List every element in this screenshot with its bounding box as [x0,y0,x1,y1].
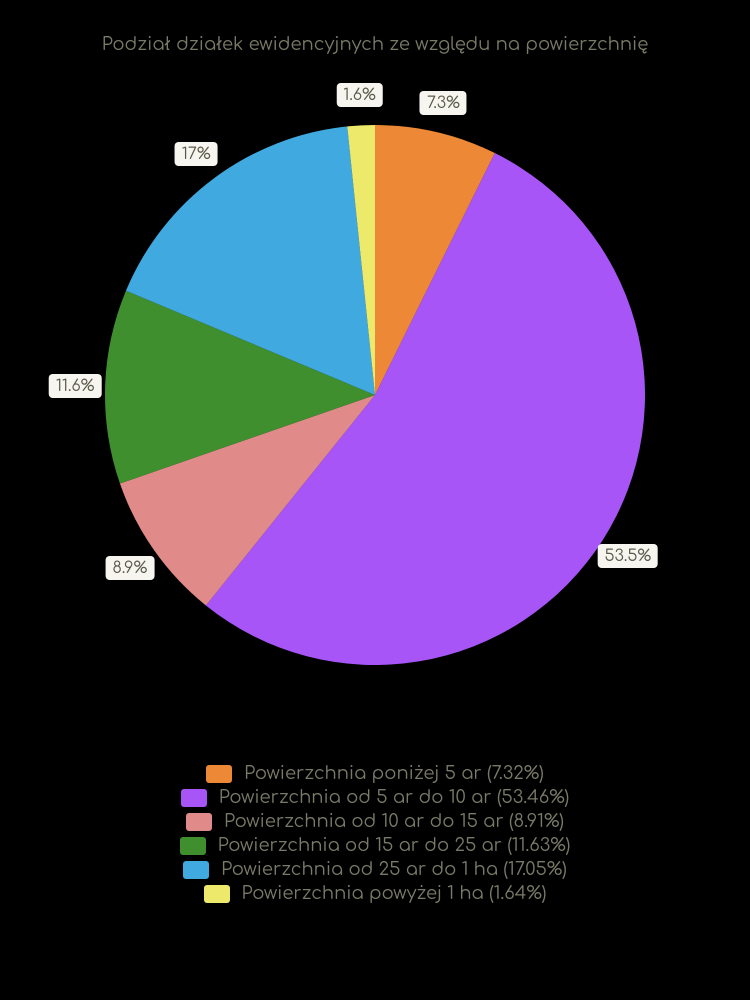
legend-item: Powierzchnia od 15 ar do 25 ar (11.63%) [75,836,675,856]
legend: Powierzchnia poniżej 5 ar (7.32%) Powierz… [75,760,675,908]
pie-svg [95,115,655,675]
legend-swatch [186,813,212,831]
legend-swatch [206,765,232,783]
legend-item: Powierzchnia od 25 ar do 1 ha (17.05%) [75,860,675,880]
legend-item: Powierzchnia powyżej 1 ha (1.64%) [75,884,675,904]
legend-label: Powierzchnia od 15 ar do 25 ar (11.63%) [218,836,571,856]
legend-swatch [183,861,209,879]
slice-label: 53.5% [598,544,659,568]
legend-label: Powierzchnia od 25 ar do 1 ha (17.05%) [221,860,567,880]
legend-item: Powierzchnia od 5 ar do 10 ar (53.46%) [75,788,675,808]
legend-item: Powierzchnia od 10 ar do 15 ar (8.91%) [75,812,675,832]
slice-label: 8.9% [105,556,154,580]
slice-label: 11.6% [49,374,102,398]
legend-label: Powierzchnia powyżej 1 ha (1.64%) [242,884,547,904]
legend-label: Powierzchnia od 5 ar do 10 ar (53.46%) [219,788,570,808]
pie-chart: 7.3% 53.5% 8.9% 11.6% 17% 1.6% [0,55,750,735]
slice-label: 7.3% [420,91,467,115]
slice-label: 17% [175,142,218,166]
chart-title: Podział działek ewidencyjnych ze względu… [0,0,750,55]
legend-swatch [181,789,207,807]
legend-label: Powierzchnia poniżej 5 ar (7.32%) [244,764,544,784]
legend-swatch [204,885,230,903]
legend-swatch [180,837,206,855]
legend-item: Powierzchnia poniżej 5 ar (7.32%) [75,764,675,784]
legend-label: Powierzchnia od 10 ar do 15 ar (8.91%) [224,812,564,832]
slice-label: 1.6% [336,83,383,107]
